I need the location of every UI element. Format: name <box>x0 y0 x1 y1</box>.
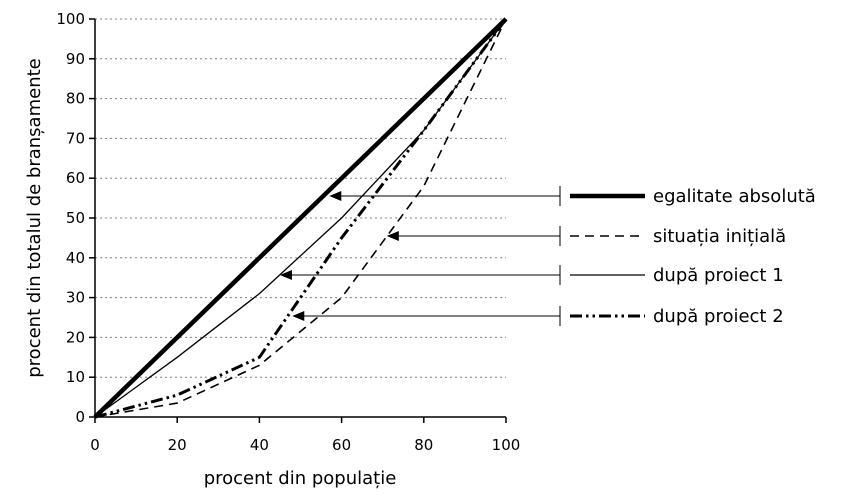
x-axis-title: procent din populație <box>204 468 397 489</box>
y-axis-title: procent din totalul de branșamente <box>24 58 45 378</box>
x-tick-label: 20 <box>168 436 187 454</box>
x-tick-label: 100 <box>492 436 521 454</box>
legend-arrowhead-2 <box>279 270 292 280</box>
y-tick-label: 20 <box>66 328 85 346</box>
legend-label-3: după proiect 2 <box>653 306 784 327</box>
x-tick-label: 80 <box>414 436 433 454</box>
y-tick-label: 80 <box>66 90 85 108</box>
y-tick-label: 30 <box>66 289 85 307</box>
legend-arrowhead-0 <box>329 191 342 201</box>
x-tick-label: 40 <box>250 436 269 454</box>
y-tick-label: 50 <box>66 209 85 227</box>
series-line-2 <box>94 18 507 418</box>
x-tick-label: 60 <box>332 436 351 454</box>
series-line-0 <box>93 17 508 419</box>
legend-label-2: după proiect 1 <box>653 265 784 286</box>
legend-arrowhead-3 <box>292 311 305 321</box>
series-group <box>93 17 508 419</box>
y-tick-label: 90 <box>66 50 85 68</box>
series-line-1 <box>94 18 507 418</box>
legend-label-0: egalitate absolută <box>653 186 816 207</box>
x-tick-label: 0 <box>90 436 100 454</box>
grid <box>95 18 506 378</box>
y-tick-label: 70 <box>66 129 85 147</box>
y-tick-label: 100 <box>56 10 85 28</box>
y-tick-label: 60 <box>66 169 85 187</box>
legend-label-1: situația inițială <box>653 226 786 247</box>
legend: egalitate absolută situația inițială după … <box>279 186 816 327</box>
y-tick-label: 0 <box>75 408 85 426</box>
series-line-3 <box>94 18 508 419</box>
legend-arrowhead-1 <box>386 231 399 241</box>
y-tick-label: 40 <box>66 249 85 267</box>
ticks: 0 10 20 30 40 50 60 70 80 90 100 0 20 40 60 80 100 <box>56 10 520 454</box>
y-tick-label: 10 <box>66 368 85 386</box>
